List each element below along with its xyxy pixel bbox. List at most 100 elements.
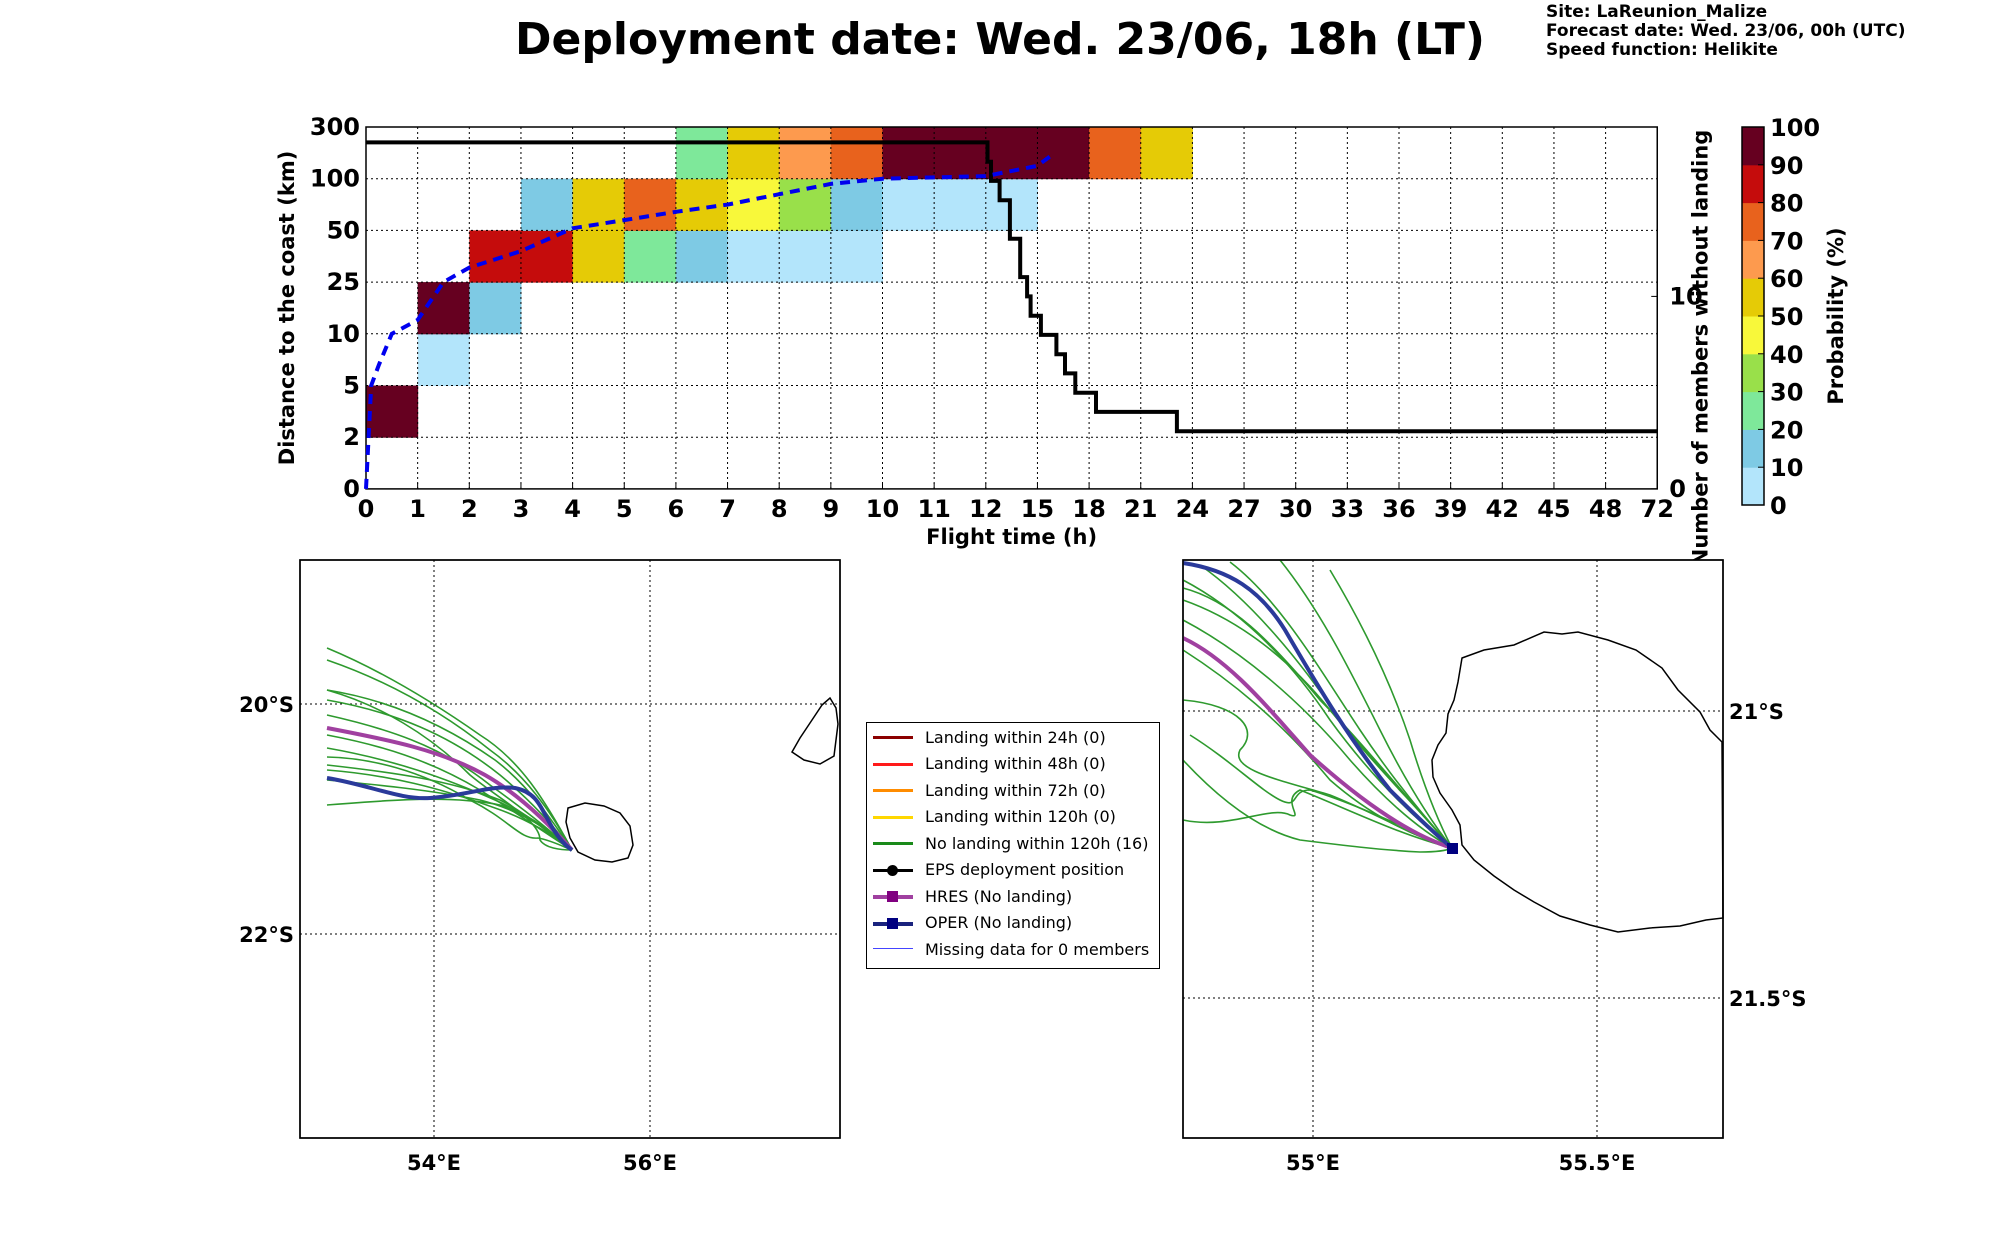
legend-item: EPS deployment position bbox=[873, 857, 1124, 883]
heatmap-cell bbox=[469, 230, 522, 283]
y-tick-label: 50 bbox=[327, 216, 360, 244]
colorbar-segment bbox=[1742, 278, 1764, 317]
colorbar-segment bbox=[1742, 240, 1764, 279]
y-tick-label: 300 bbox=[310, 113, 360, 141]
x-tick-label: 42 bbox=[1486, 495, 1519, 523]
legend-item: No landing within 120h (16) bbox=[873, 830, 1148, 856]
legend-item: Landing within 24h (0) bbox=[873, 724, 1106, 750]
heatmap-cell bbox=[675, 178, 729, 231]
y-tick-label: 2 bbox=[343, 423, 360, 451]
legend-swatch bbox=[873, 783, 913, 797]
heatmap-cell bbox=[675, 230, 729, 283]
regional-map-frame bbox=[299, 559, 841, 1139]
legend-item: Landing within 72h (0) bbox=[873, 777, 1106, 803]
y-tick-label: 10 bbox=[327, 320, 360, 348]
legend-swatch bbox=[873, 836, 913, 850]
y2-axis-label: Number of members without landing bbox=[1688, 130, 1712, 567]
heatmap-cell bbox=[830, 127, 883, 180]
ensemble-member-trajectory bbox=[1279, 559, 1453, 849]
ensemble-member-trajectory bbox=[326, 659, 573, 851]
y-tick-label: 5 bbox=[343, 372, 360, 400]
legend-item: Missing data for 0 members bbox=[873, 936, 1149, 962]
x-tick-label: 12 bbox=[969, 495, 1002, 523]
ensemble-member-trajectory bbox=[1182, 619, 1453, 849]
heatmap-cell bbox=[779, 230, 832, 283]
heatmap-cell bbox=[417, 282, 470, 335]
x-tick-label: 15 bbox=[1021, 495, 1054, 523]
mauritius-island-outline bbox=[791, 696, 839, 765]
map-latitude-label: 21.5°S bbox=[1729, 987, 1806, 1011]
heatmap-cell bbox=[417, 333, 470, 386]
legend-swatch bbox=[873, 863, 913, 877]
colorbar-tick-label: 40 bbox=[1770, 341, 1803, 369]
ensemble-member-trajectory bbox=[326, 689, 573, 851]
y2-tick-label: 0 bbox=[1669, 475, 1686, 503]
colorbar-tick-label: 50 bbox=[1770, 303, 1803, 331]
legend-item: Landing within 120h (0) bbox=[873, 804, 1116, 830]
colorbar-tick-label: 60 bbox=[1770, 265, 1803, 293]
heatmap-frame bbox=[365, 126, 1658, 490]
x-tick-label: 27 bbox=[1227, 495, 1260, 523]
colorbar-label: Probability (%) bbox=[1824, 227, 1848, 404]
legend-swatch bbox=[873, 889, 913, 903]
colorbar-segment bbox=[1742, 429, 1764, 468]
colorbar-segment bbox=[1742, 391, 1764, 430]
legend-label: Landing within 72h (0) bbox=[925, 780, 1106, 800]
site-label: Site: LaReunion_Malize bbox=[1546, 2, 1768, 22]
x-tick-label: 8 bbox=[771, 495, 788, 523]
heatmap-cell bbox=[934, 127, 987, 180]
oper-end-marker bbox=[1447, 843, 1458, 854]
x-tick-label: 72 bbox=[1641, 495, 1674, 523]
legend-swatch bbox=[873, 810, 913, 824]
heatmap-cell bbox=[882, 127, 935, 180]
heatmap-cell bbox=[1037, 127, 1090, 180]
map-longitude-label: 54°E bbox=[407, 1151, 461, 1175]
colorbar-tick-label: 10 bbox=[1770, 454, 1803, 482]
ensemble-member-trajectory bbox=[1182, 699, 1453, 849]
forecast-date-label: Forecast date: Wed. 23/06, 00h (UTC) bbox=[1546, 21, 1906, 41]
colorbar-tick-label: 70 bbox=[1770, 227, 1803, 255]
ensemble-member-trajectory bbox=[1229, 561, 1453, 849]
heatmap-cell bbox=[469, 282, 522, 335]
legend-swatch bbox=[873, 942, 913, 956]
y-axis-label: Distance to the coast (km) bbox=[275, 151, 299, 466]
x-tick-label: 9 bbox=[822, 495, 839, 523]
reunion-island-outline bbox=[1431, 631, 1724, 933]
heatmap-cell bbox=[727, 127, 780, 180]
legend-swatch bbox=[873, 916, 913, 930]
x-tick-label: 21 bbox=[1124, 495, 1157, 523]
legend-item: HRES (No landing) bbox=[873, 883, 1072, 909]
colorbar-segment bbox=[1742, 164, 1764, 204]
ensemble-member-trajectory bbox=[1182, 759, 1453, 853]
ensemble-member-trajectory bbox=[326, 747, 573, 851]
colorbar-tick-label: 30 bbox=[1770, 379, 1803, 407]
map-latitude-label: 22°S bbox=[239, 923, 294, 947]
ensemble-member-trajectory bbox=[326, 689, 573, 851]
ensemble-member-trajectory bbox=[326, 764, 573, 851]
probability-heatmap: 0 1 2 3 4 5 6 7 8 9 10 11 12 15 18 21 24 27 30 33 36 39 42 45 48… bbox=[275, 113, 1712, 566]
oper-trajectory bbox=[1182, 561, 1454, 850]
colorbar-segment bbox=[1742, 353, 1764, 393]
heatmap-cell bbox=[830, 230, 883, 283]
x-tick-label: 0 bbox=[358, 495, 375, 523]
x-tick-label: 5 bbox=[616, 495, 633, 523]
speed-function-label: Speed function: Helikite bbox=[1546, 40, 1778, 60]
x-tick-label: 3 bbox=[513, 495, 530, 523]
hres-trajectory bbox=[1182, 636, 1453, 850]
colorbar-tick-label: 0 bbox=[1770, 492, 1787, 520]
y-tick-label: 0 bbox=[343, 475, 360, 503]
x-tick-label: 45 bbox=[1537, 495, 1570, 523]
y-tick-label: 100 bbox=[310, 165, 360, 193]
legend-item: OPER (No landing) bbox=[873, 910, 1072, 936]
heatmap-cell bbox=[624, 230, 677, 283]
heatmap-cell bbox=[830, 178, 883, 231]
colorbar-tick-label: 20 bbox=[1770, 416, 1803, 444]
zoom-trajectory-map: 55°E 55.5°E 21°S 21.5°S bbox=[1182, 559, 1806, 1175]
median-distance-curve bbox=[364, 151, 1056, 490]
heatmap-cell bbox=[727, 178, 780, 231]
ensemble-member-trajectory bbox=[1329, 569, 1453, 849]
legend-label: Landing within 24h (0) bbox=[925, 727, 1106, 747]
heatmap-cell bbox=[779, 127, 832, 180]
colorbar-segment bbox=[1742, 127, 1764, 166]
